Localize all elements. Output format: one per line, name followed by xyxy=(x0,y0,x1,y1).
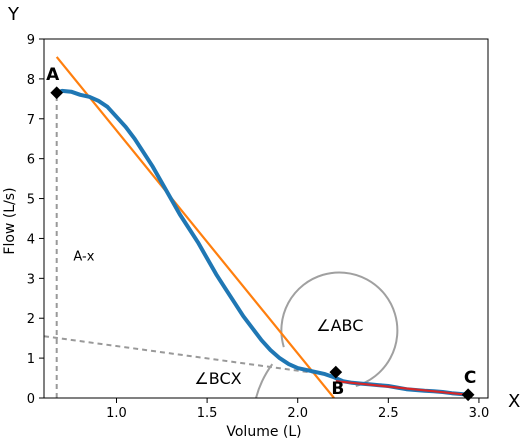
point-marker-a xyxy=(50,86,64,100)
y-tick-label: 3 xyxy=(27,272,35,287)
angle-abc-arc xyxy=(280,271,399,388)
x-tick-label: 1.5 xyxy=(197,406,218,421)
x-tick-label: 2.5 xyxy=(378,406,399,421)
annotation-abc-label: ∠ABC xyxy=(316,316,363,335)
y-tick-label: 4 xyxy=(27,232,35,247)
x-tick-label: 2.0 xyxy=(287,406,308,421)
x-tick-label: 3.0 xyxy=(469,406,490,421)
dashed-extension-line xyxy=(44,335,338,378)
annotation-bcx-label: ∠BCX xyxy=(194,369,241,388)
y-tick-label: 2 xyxy=(27,312,35,327)
x-tick-label: 1.0 xyxy=(106,406,127,421)
y-tick-label: 8 xyxy=(27,73,35,88)
fit-line-upper xyxy=(55,56,335,398)
y-tick-label: 0 xyxy=(27,392,35,407)
y-tick-label: 7 xyxy=(27,113,35,128)
point-label-c: C xyxy=(464,368,476,388)
y-tick-label: 9 xyxy=(27,33,35,48)
fit-line-lower xyxy=(335,380,469,396)
point-label-b: B xyxy=(331,379,344,399)
annotation-ax-label: A-x xyxy=(73,249,94,264)
plot-layer: 1.0 1.5 2.0 2.5 3.0 0 1 2 3 4 5 6 7 8 9 A B C A-x ∠ABC ∠BCX xyxy=(27,33,490,421)
point-label-a: A xyxy=(46,65,60,85)
x-axis-title: Volume (L) xyxy=(226,424,301,440)
point-marker-b xyxy=(329,365,343,379)
angle-bcx-arc xyxy=(255,363,274,398)
plot-frame xyxy=(43,38,489,399)
y-tick-label: 5 xyxy=(27,193,35,208)
flow-curve-line xyxy=(56,88,469,397)
corner-x-label: X xyxy=(508,391,520,412)
y-tick-label: 1 xyxy=(27,352,35,367)
y-tick-label: 6 xyxy=(27,153,35,168)
corner-y-label: Y xyxy=(7,4,20,25)
y-axis-title: Flow (L/s) xyxy=(2,187,18,254)
point-marker-c xyxy=(461,388,475,402)
